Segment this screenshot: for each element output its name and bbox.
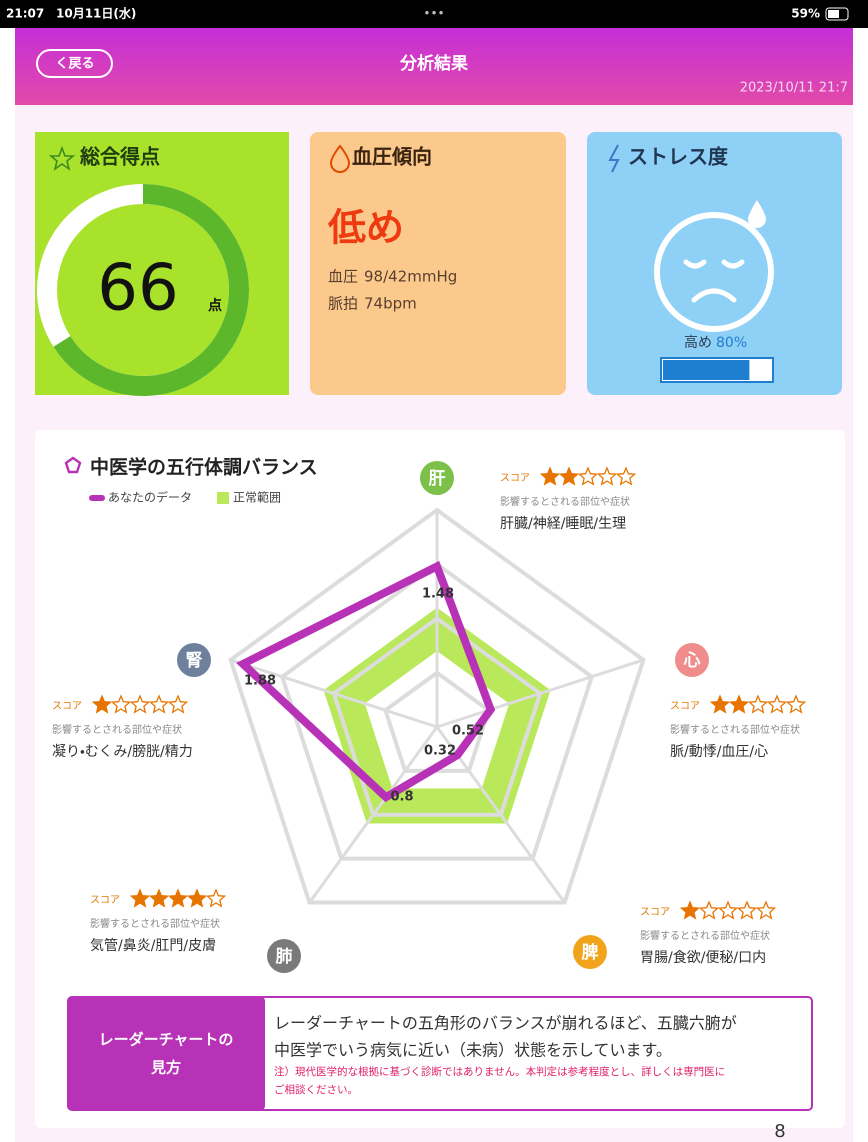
organ-label: 腎: [186, 651, 203, 671]
note-disclaimer: 注）現代医学的な根拠に基づく診断ではありません。本判定は参考程度とし、詳しくは専…: [274, 1065, 725, 1078]
value-label: 0.8: [390, 790, 413, 805]
back-label: く戻る: [55, 57, 94, 72]
organ-label: 心: [683, 650, 701, 671]
pressure-value: 98/42mmHg: [364, 268, 457, 286]
pulse-label: 脈拍: [328, 295, 358, 313]
organ-label: 脾: [582, 942, 599, 963]
affects-label: 影響するとされる部位や症状: [640, 929, 770, 942]
value-label: 0.32: [424, 744, 456, 759]
note-heading: レーダーチャートの: [99, 1031, 234, 1049]
organ-label: 肺: [276, 947, 293, 967]
legend-you: あなたのデータ: [108, 490, 192, 505]
stress-percent: 80%: [716, 335, 747, 351]
symptoms: 気管/鼻炎/肛門/皮膚: [90, 937, 216, 954]
affects-label: 影響するとされる部位や症状: [90, 917, 220, 930]
status-dots: •••: [423, 7, 444, 21]
symptoms: 脈/動悸/血圧/心: [670, 744, 768, 760]
page-number: 8: [774, 1121, 785, 1142]
blood-title: 血圧傾向: [352, 145, 432, 169]
screen: 21:07 10月11日(水) ••• 59% く戻る 分析結果 2023/10/11 2…: [0, 0, 868, 1142]
blood-level: 低め: [327, 206, 404, 250]
note-disclaimer: ご相談ください。: [274, 1083, 358, 1096]
score-label: スコア: [640, 907, 670, 918]
status-date: 10月11日(水): [56, 6, 136, 21]
legend-normal-swatch: [217, 492, 229, 504]
affects-label: 影響するとされる部位や症状: [500, 495, 630, 508]
status-battery: 59%: [791, 7, 820, 21]
score-label: スコア: [500, 473, 530, 484]
header-title: 分析結果: [399, 53, 468, 74]
score-unit: 点: [208, 297, 222, 314]
score-label: スコア: [52, 701, 82, 712]
value-label: 1.88: [244, 674, 276, 689]
score-value: 66: [97, 252, 178, 326]
stress-level: 高め: [684, 334, 712, 351]
value-label: 0.52: [452, 724, 484, 739]
blood-card: [310, 132, 566, 395]
organ-label: 肝: [429, 469, 446, 489]
header-datetime: 2023/10/11 21:7: [740, 81, 848, 96]
note-heading: 見方: [150, 1059, 181, 1077]
battery-level: [828, 10, 839, 18]
stress-card: [587, 132, 842, 395]
score-title: 総合得点: [79, 145, 160, 169]
symptoms: 胃腸/食欲/便秘/口内: [640, 950, 766, 966]
page: 分析結果 {"status_bar":{"time":"21:07","date…: [0, 0, 868, 1142]
body: 21:07 10月11日(水) ••• 59% く戻る 分析結果 2023/10/11 2…: [0, 0, 868, 1142]
stress-title: ストレス度: [628, 145, 729, 169]
note-heading-panel: [68, 997, 265, 1110]
affects-label: 影響するとされる部位や症状: [670, 723, 800, 736]
pressure-label: 血圧: [328, 268, 358, 286]
legend-normal: 正常範囲: [233, 490, 281, 505]
note-text: 中医学でいう病気に近い（未病）状態を示しています。: [274, 1041, 672, 1060]
symptoms: 肝臓/神経/睡眠/生理: [500, 516, 626, 532]
score-label: スコア: [90, 895, 120, 906]
symptoms: 凝り・むくみ/膀胱/精力: [52, 744, 193, 760]
status-time: 21:07: [6, 7, 44, 21]
affects-label: 影響するとされる部位や症状: [52, 723, 182, 736]
score-label: スコア: [670, 701, 700, 712]
note-text: レーダーチャートの五角形のバランスが崩れるほど、五臓六腑が: [274, 1014, 737, 1033]
pulse-value: 74bpm: [364, 295, 417, 313]
value-label: 1.48: [422, 587, 454, 602]
radar-title: 中医学の五行体調バランス: [90, 456, 318, 479]
stress-bar: [663, 360, 749, 380]
